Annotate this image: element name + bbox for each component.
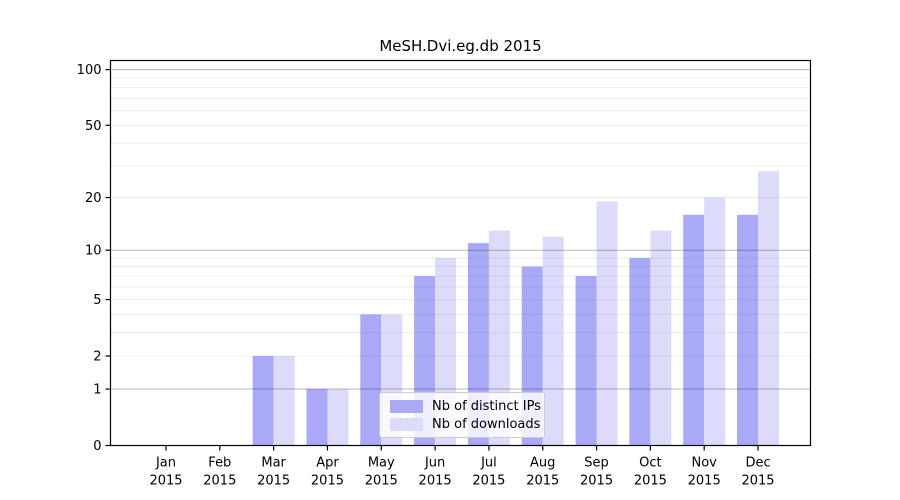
gridlines-group — [110, 69, 811, 390]
x-tick-label-year: 2015 — [203, 474, 236, 489]
x-tick-label-month: Oct — [639, 456, 661, 471]
legend-item-downloads: Nb of downloads — [390, 416, 540, 432]
x-tick-label-month: Mar — [261, 456, 286, 471]
y-tick-label: 5 — [93, 293, 101, 308]
x-tick-label-month: May — [368, 456, 395, 471]
plot-border — [109, 59, 812, 447]
x-tick-label-year: 2015 — [741, 474, 774, 489]
bar-distinct-ips — [629, 257, 651, 446]
bar-downloads — [542, 236, 564, 446]
bar-downloads — [650, 230, 672, 446]
legend: Nb of distinct IPs Nb of downloads — [379, 392, 545, 438]
x-tick-label-year: 2015 — [634, 474, 667, 489]
bar-downloads — [704, 197, 726, 446]
legend-label-downloads: Nb of downloads — [432, 416, 541, 432]
bar-downloads — [596, 201, 618, 446]
x-tick-label-month: Nov — [692, 456, 718, 471]
x-tick-label-month: Jul — [480, 456, 497, 471]
bar-downloads — [273, 356, 295, 446]
x-tick-label-month: Apr — [316, 456, 339, 471]
bar-distinct-ips — [683, 214, 705, 446]
y-tick-label: 2 — [93, 350, 101, 365]
x-tick-label-year: 2015 — [526, 474, 559, 489]
y-tick-label: 0 — [93, 439, 101, 454]
x-tick-label-year: 2015 — [688, 474, 721, 489]
axes-group: 0 1 2 5 10 20 50 100 Jan 2015 Feb 2015 Mar 2015 Apr 201… — [77, 59, 812, 489]
x-tick-label-year: 2015 — [149, 474, 182, 489]
x-tick-label-year: 2015 — [257, 474, 290, 489]
bar-distinct-ips — [737, 214, 759, 446]
chart-title: MeSH.Dvi.eg.db 2015 — [379, 37, 541, 55]
x-tick-label-year: 2015 — [472, 474, 505, 489]
legend-label-distinct-ips: Nb of distinct IPs — [432, 398, 541, 414]
y-tick-label: 100 — [77, 63, 102, 78]
y-tick-label: 1 — [93, 383, 101, 398]
bar-downloads — [327, 389, 349, 446]
y-tick-label: 20 — [85, 191, 102, 206]
legend-swatch-downloads — [390, 417, 423, 431]
bar-downloads — [488, 230, 510, 446]
x-tick-label-year: 2015 — [419, 474, 452, 489]
legend-item-distinct-ips: Nb of distinct IPs — [390, 398, 541, 414]
y-tick-label: 10 — [85, 244, 102, 259]
x-tick-label-month: Jan — [155, 456, 176, 471]
y-tick-label: 50 — [85, 119, 102, 134]
x-tick-label-year: 2015 — [365, 474, 398, 489]
x-tick-label-month: Sep — [584, 456, 609, 471]
x-tick-label-year: 2015 — [580, 474, 613, 489]
x-tick-label-month: Feb — [208, 456, 231, 471]
bar-distinct-ips — [575, 276, 597, 446]
bar-distinct-ips — [306, 389, 328, 446]
x-tick-label-month: Aug — [530, 456, 555, 471]
x-tick-label-month: Dec — [745, 456, 770, 471]
bar-distinct-ips — [252, 356, 274, 446]
x-tick-label-year: 2015 — [311, 474, 344, 489]
x-tick-label-month: Jun — [424, 456, 445, 471]
legend-swatch-distinct-ips — [390, 399, 423, 413]
bar-distinct-ips — [360, 314, 382, 446]
bar-downloads — [758, 171, 780, 446]
